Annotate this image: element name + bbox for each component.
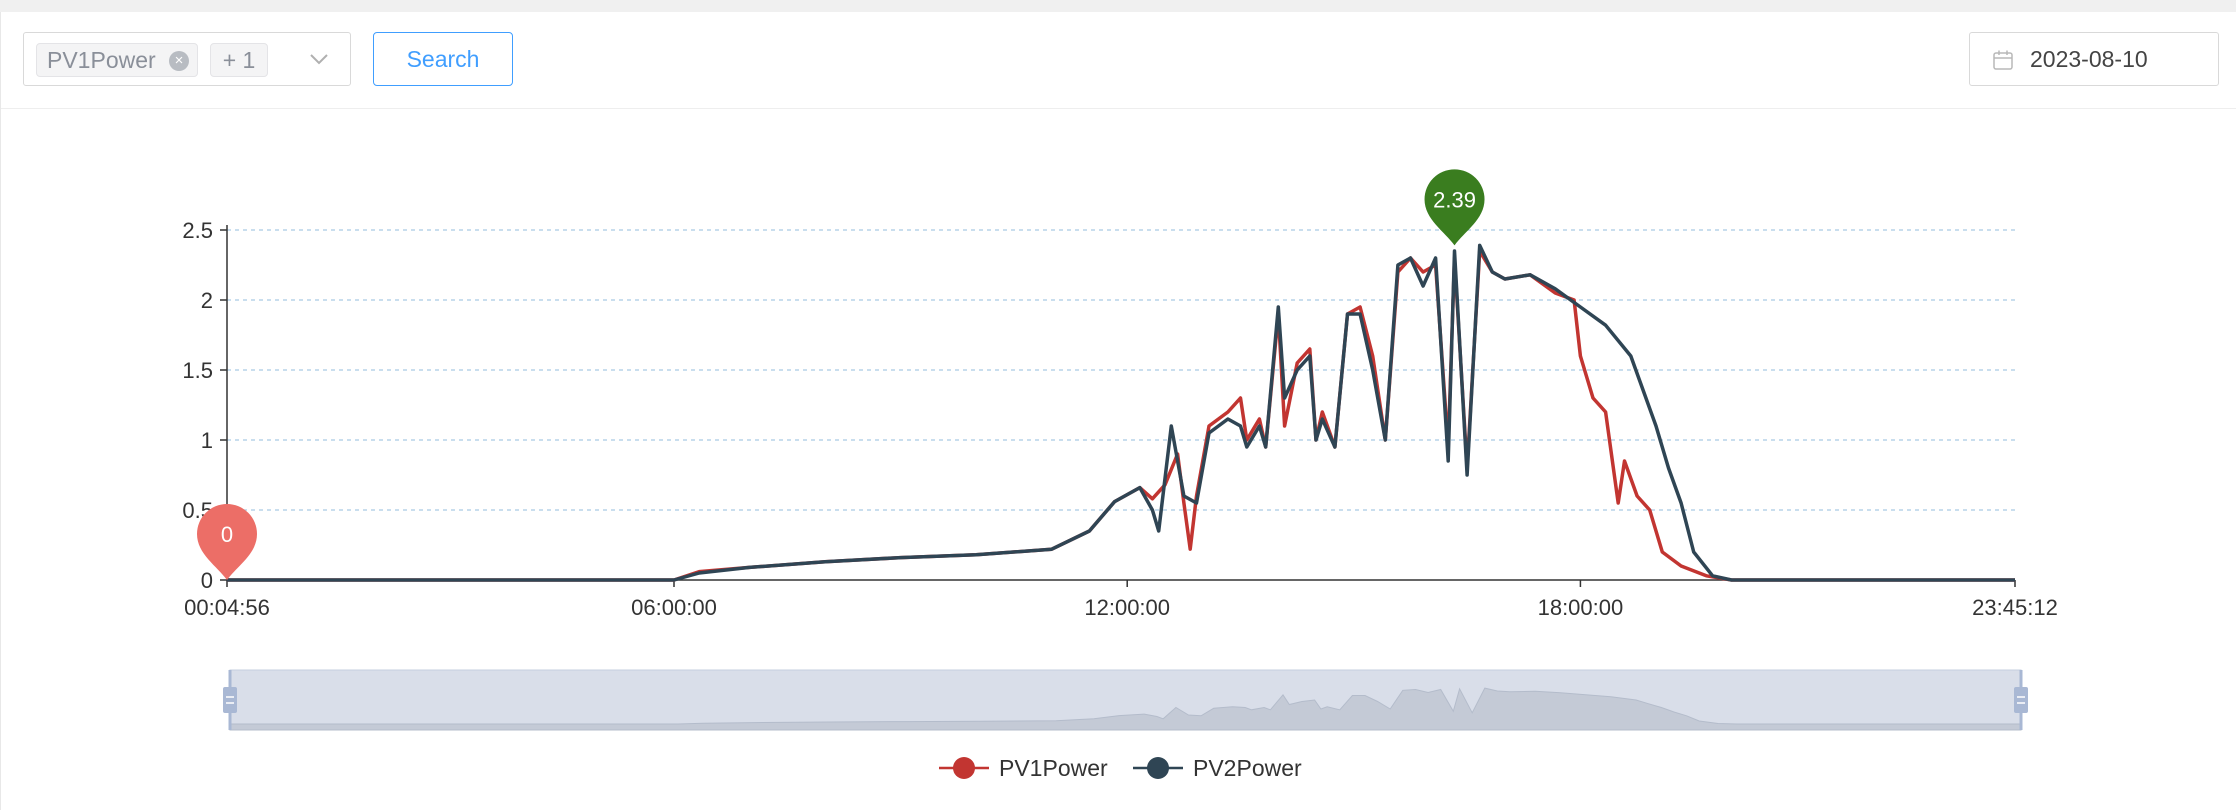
legend-label: PV2Power [1193,755,1302,781]
chevron-down-icon[interactable] [308,48,330,70]
min-marker-label: 0 [221,522,233,547]
data-zoom-right-handle[interactable] [2014,687,2028,713]
calendar-icon [1993,50,2013,70]
x-tick-label: 06:00:00 [631,595,717,620]
remove-tag-icon[interactable]: × [169,51,189,71]
chart-panel: PV1Power × + 1 Search 2023-08-10 0 0.5 1 1.… [0,12,2236,810]
x-tick-label: 23:45:12 [1972,595,2058,620]
legend-circle-icon [953,757,975,779]
series-line-pv2power [227,243,2015,582]
more-tags-badge: + 1 [210,43,268,77]
y-tick-label: 0 [201,568,213,593]
x-tick-label: 00:04:56 [184,595,270,620]
series-line-pv1power [227,249,2015,582]
y-tick-label: 1 [201,428,213,453]
legend-item-pv1power[interactable]: PV1Power [939,755,1108,781]
max-marker-label: 2.39 [1433,187,1476,212]
selected-series-tag: PV1Power × [36,43,198,77]
legend-item-pv2power[interactable]: PV2Power [1133,755,1302,781]
date-value: 2023-08-10 [2030,46,2148,72]
selected-series-tag-label: PV1Power [47,47,156,73]
data-zoom-left-handle[interactable] [223,687,237,713]
line-chart: 00.511.522.500:04:56 06:00:00 12:00:00 18:0… [182,169,2058,781]
x-tick-label: 18:00:00 [1538,595,1624,620]
toolbar: PV1Power × + 1 Search 2023-08-10 [1,12,2236,109]
max-value-marker [1424,169,1485,246]
search-button[interactable]: Search [373,32,513,86]
data-zoom-preview [229,687,2022,731]
legend-label: PV1Power [999,755,1108,781]
y-tick-label: 2 [201,288,213,313]
y-tick-label: 1.5 [182,358,213,383]
legend-circle-icon [1147,757,1169,779]
min-value-marker [197,504,257,580]
x-tick-label: 12:00:00 [1084,595,1170,620]
series-multi-select[interactable]: PV1Power × + 1 [23,32,351,86]
y-tick-label: 2.5 [182,218,213,243]
date-picker[interactable]: 2023-08-10 [1969,32,2219,86]
